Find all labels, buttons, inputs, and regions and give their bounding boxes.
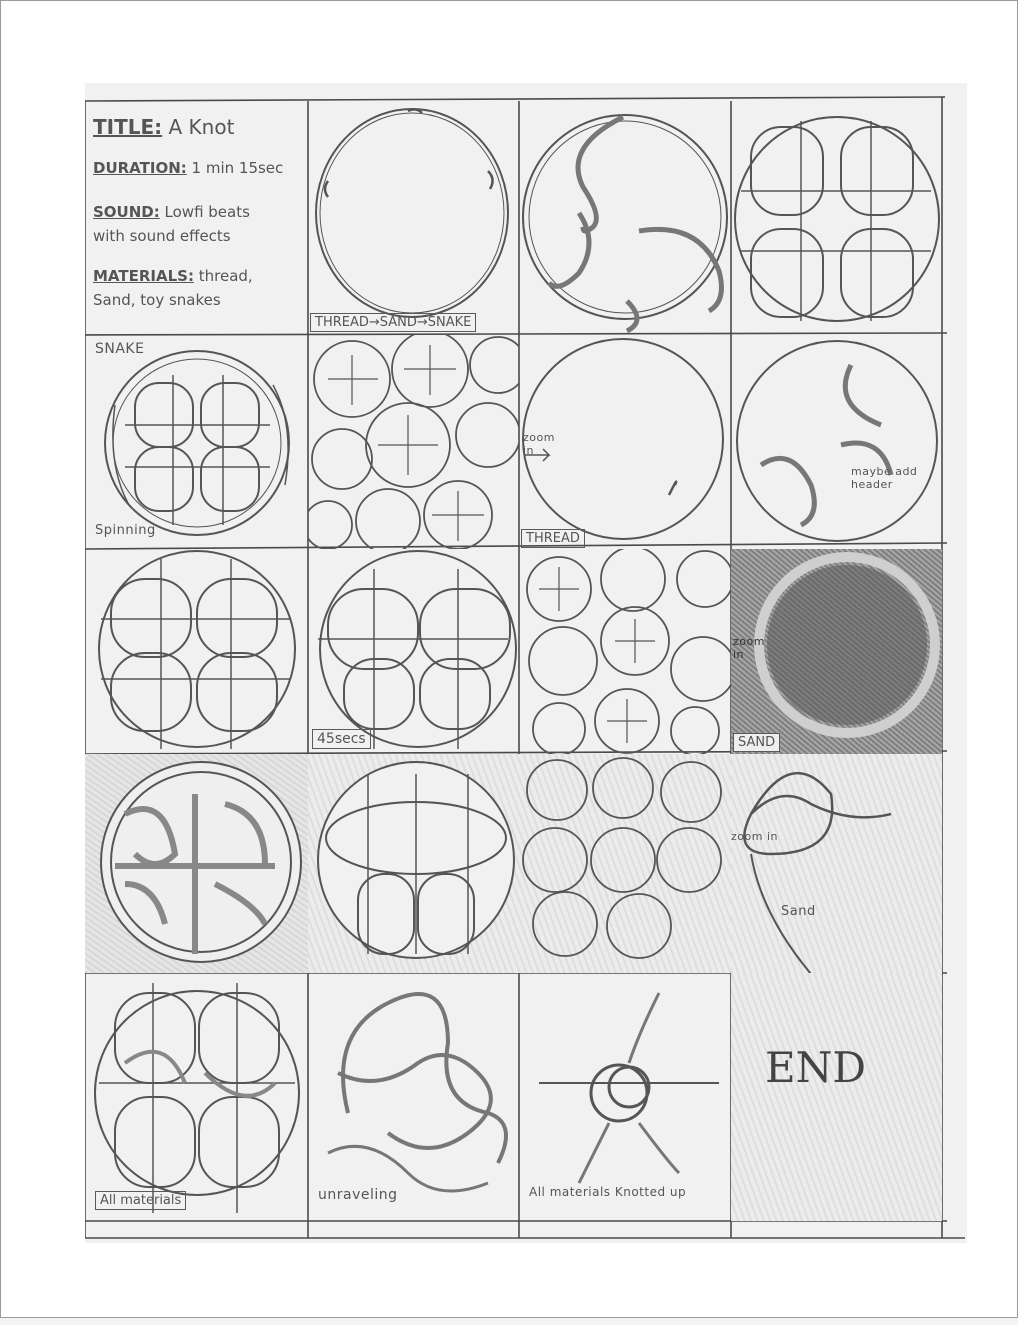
zoom-in-label-2: zoom in [733, 635, 765, 661]
title-value: A Knot [168, 115, 235, 139]
cell-sand-line: zoom in Sand [731, 754, 942, 973]
sand-label: SAND [733, 733, 781, 752]
cell-knotted-up: All materials Knotted up [519, 973, 731, 1221]
thread-sand-snake-label: THREAD→SAND→SNAKE [310, 313, 477, 332]
duration-value: 1 min 15sec [191, 159, 284, 177]
sand-knot-sketch [100, 761, 302, 963]
spinning-label: Spinning [95, 523, 156, 538]
materials-value: thread, [198, 267, 253, 285]
cell-thread-zoom: zoom in THREAD [519, 335, 731, 549]
knot-cluster-sketch [308, 335, 519, 549]
sand-line-sketch [743, 771, 892, 973]
cell-overlay-knot [308, 754, 519, 973]
unraveling-label: unraveling [318, 1187, 398, 1203]
overlay-knot-sketch [317, 761, 515, 959]
storyboard-grid [85, 96, 965, 1239]
knot-45sec-sketch [318, 550, 517, 749]
thread-circle-sketch [315, 108, 509, 318]
knot-cluster-2-sketch [526, 549, 731, 754]
snakes-header-sketch [736, 340, 938, 542]
knotted-up-sketch [539, 992, 719, 1184]
cell-all-materials: All materials [85, 973, 308, 1221]
snakes-circle-sketch [522, 114, 728, 334]
sketchbook-paper: TITLE: A Knot DURATION: 1 min 15sec SOUN… [85, 83, 967, 1243]
knot-cluster-3-sketch [522, 757, 722, 959]
spinning-knot-sketch [104, 350, 290, 536]
thread-label: THREAD [521, 529, 585, 548]
sound-value-2: with sound effects [93, 227, 231, 245]
sand-lower-label: Sand [781, 904, 816, 919]
cell-knot-pattern-1 [731, 101, 942, 335]
end-text: END [765, 1043, 867, 1092]
knot-closeup-sketch [98, 550, 296, 749]
maybe-add-header-label: maybe add header [851, 465, 918, 491]
cell-knot-45sec: 45secs [308, 549, 519, 754]
sound-value: Lowfi beats [164, 203, 250, 221]
cell-sand-zoom: zoom in SAND [731, 549, 942, 754]
all-materials-knotted-up-label: All materials Knotted up [529, 1185, 687, 1199]
sound-label: SOUND: [93, 203, 160, 221]
knot-pattern-sketch [734, 116, 940, 322]
cell-snakes-header: maybe add header [731, 335, 942, 549]
sand-zoom-sketch [754, 552, 940, 738]
zoom-in-label-1: zoom in [523, 431, 555, 457]
snake-label: SNAKE [95, 341, 145, 357]
cell-title-block: TITLE: A Knot DURATION: 1 min 15sec SOUN… [85, 101, 308, 335]
cell-end: END [731, 973, 942, 1221]
cell-knot-closeup [85, 549, 308, 754]
materials-value-2: Sand, toy snakes [93, 291, 221, 309]
zoom-in-label-3: zoom in [731, 830, 778, 843]
cell-knot-cluster-2 [519, 549, 731, 754]
cell-unraveling: unraveling [308, 973, 519, 1221]
unraveling-sketch [327, 992, 508, 1193]
all-materials-label: All materials [95, 1191, 187, 1210]
all-materials-sketch [94, 983, 300, 1213]
cell-knot-cluster-1 [308, 335, 519, 549]
cell-snake-spinning: SNAKE Spinning [85, 335, 308, 549]
thread-zoom-sketch [522, 338, 724, 540]
cell-thread-circle: THREAD→SAND→SNAKE [308, 101, 519, 335]
cell-sand-knot [85, 754, 308, 973]
materials-label: MATERIALS: [93, 267, 194, 285]
duration-label: DURATION: [93, 159, 187, 177]
cell-snakes-circle [519, 101, 731, 335]
45secs-label: 45secs [312, 729, 371, 749]
cell-knot-cluster-3 [519, 754, 731, 973]
title-label: TITLE: [93, 115, 163, 139]
